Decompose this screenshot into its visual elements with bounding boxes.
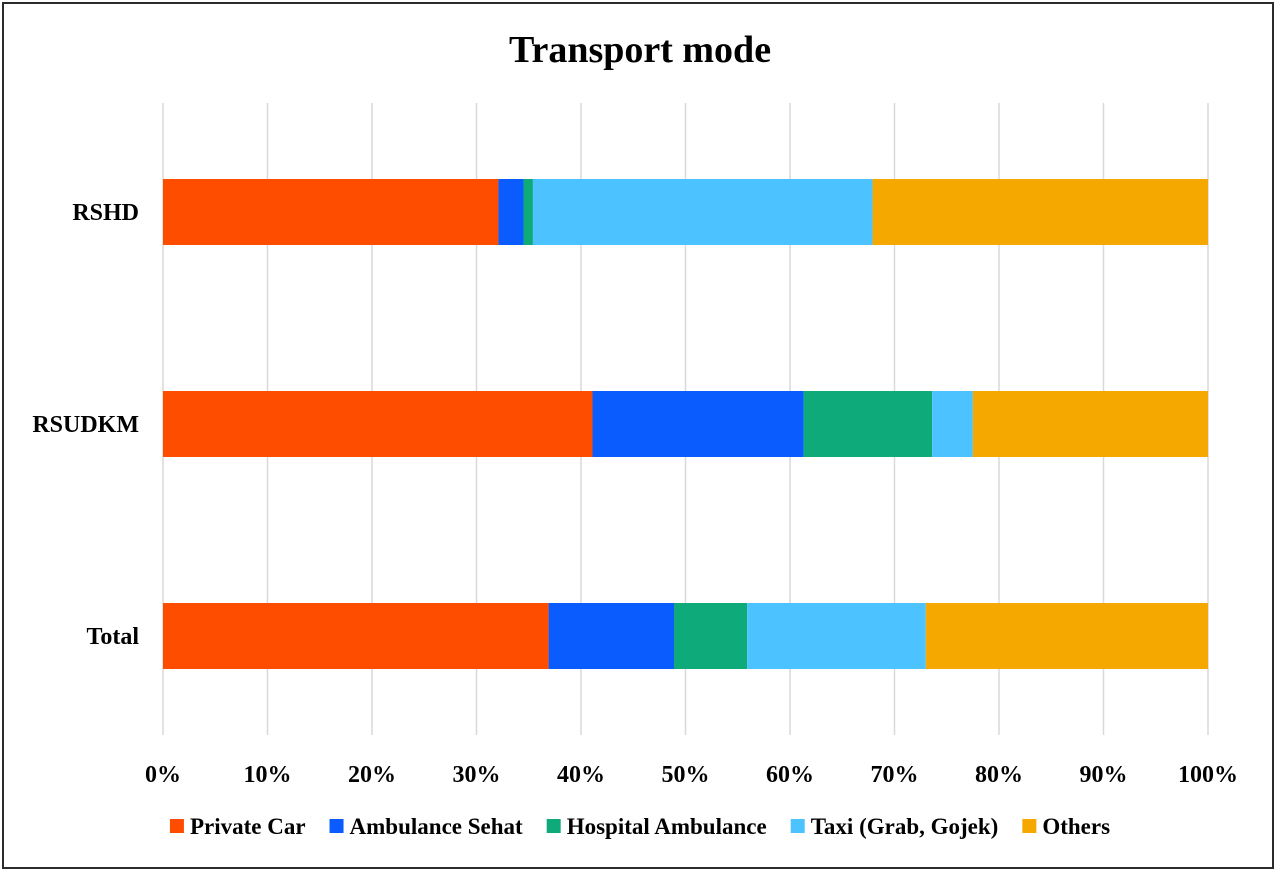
legend-label: Others — [1042, 814, 1110, 839]
legend-item: Others — [1022, 814, 1110, 839]
legend-swatch — [169, 819, 184, 833]
bar-segment — [872, 179, 1208, 245]
x-axis-tick-labels: 0% 10% 20% 30% 40% 50% 60% 70% 80% 90% 100% — [145, 762, 1238, 788]
x-tick-label: 40% — [557, 762, 605, 788]
legend-label: Hospital Ambulance — [567, 814, 767, 839]
bar-segment — [498, 179, 524, 245]
x-tick-label: 80% — [975, 762, 1023, 788]
x-tick-label: 10% — [244, 762, 292, 788]
bar-segment — [592, 391, 804, 457]
bar-segment — [532, 179, 873, 245]
x-tick-label: 60% — [766, 762, 814, 788]
category-label: Total — [87, 624, 140, 650]
legend-swatch — [1022, 819, 1037, 833]
bar-segment — [163, 391, 593, 457]
legend-item: Hospital Ambulance — [546, 814, 767, 839]
bar-segment — [163, 179, 499, 245]
bar-segment — [932, 391, 973, 457]
legend-item: Ambulance Sehat — [329, 814, 523, 839]
legend-item: Taxi (Grab, Gojek) — [790, 814, 999, 839]
bar-segment — [523, 179, 533, 245]
legend-swatch — [329, 819, 344, 833]
x-tick-label: 100% — [1178, 762, 1238, 788]
x-tick-label: 90% — [1080, 762, 1128, 788]
bar-segment — [548, 603, 675, 669]
bar-segment — [163, 603, 549, 669]
legend-label: Private Car — [190, 814, 306, 839]
bar-segment — [803, 391, 933, 457]
legend: Private Car Ambulance Sehat Hospital Ambul… — [169, 814, 1110, 839]
x-tick-label: 50% — [662, 762, 710, 788]
bar-segment — [674, 603, 748, 669]
chart-title: Transport mode — [509, 29, 771, 71]
legend-swatch — [546, 819, 561, 833]
x-tick-label: 0% — [145, 762, 181, 788]
legend-item: Private Car — [169, 814, 306, 839]
legend-label: Taxi (Grab, Gojek) — [811, 814, 999, 839]
category-label: RSHD — [72, 200, 139, 226]
x-tick-label: 70% — [871, 762, 919, 788]
bar-segment — [972, 391, 1208, 457]
bar-segment — [747, 603, 926, 669]
legend-swatch — [790, 819, 805, 833]
x-tick-label: 30% — [453, 762, 501, 788]
category-label: RSUDKM — [32, 412, 139, 438]
legend-label: Ambulance Sehat — [350, 814, 523, 839]
x-tick-label: 20% — [348, 762, 396, 788]
category-labels: RSHD RSUDKM Total — [32, 200, 139, 650]
bar-segment — [925, 603, 1208, 669]
bars — [163, 179, 1208, 669]
